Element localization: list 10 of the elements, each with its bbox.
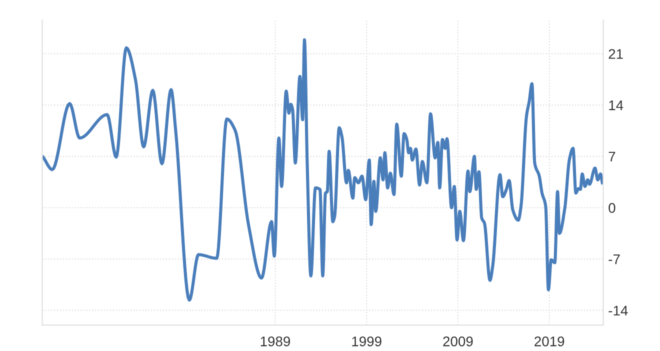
y-tick-label: 14	[609, 100, 624, 110]
x-tick-label: 2019	[534, 336, 564, 346]
x-tick-label: 1999	[352, 336, 382, 346]
x-tick-label: 1989	[260, 336, 290, 346]
x-tick-label: 2009	[443, 336, 473, 346]
y-tick-label: 0	[608, 203, 616, 213]
y-tick-label: 7	[608, 152, 616, 162]
y-tick-label: 21	[608, 49, 623, 59]
y-tick-label: -14	[608, 306, 628, 316]
y-tick-label: -7	[608, 254, 620, 264]
